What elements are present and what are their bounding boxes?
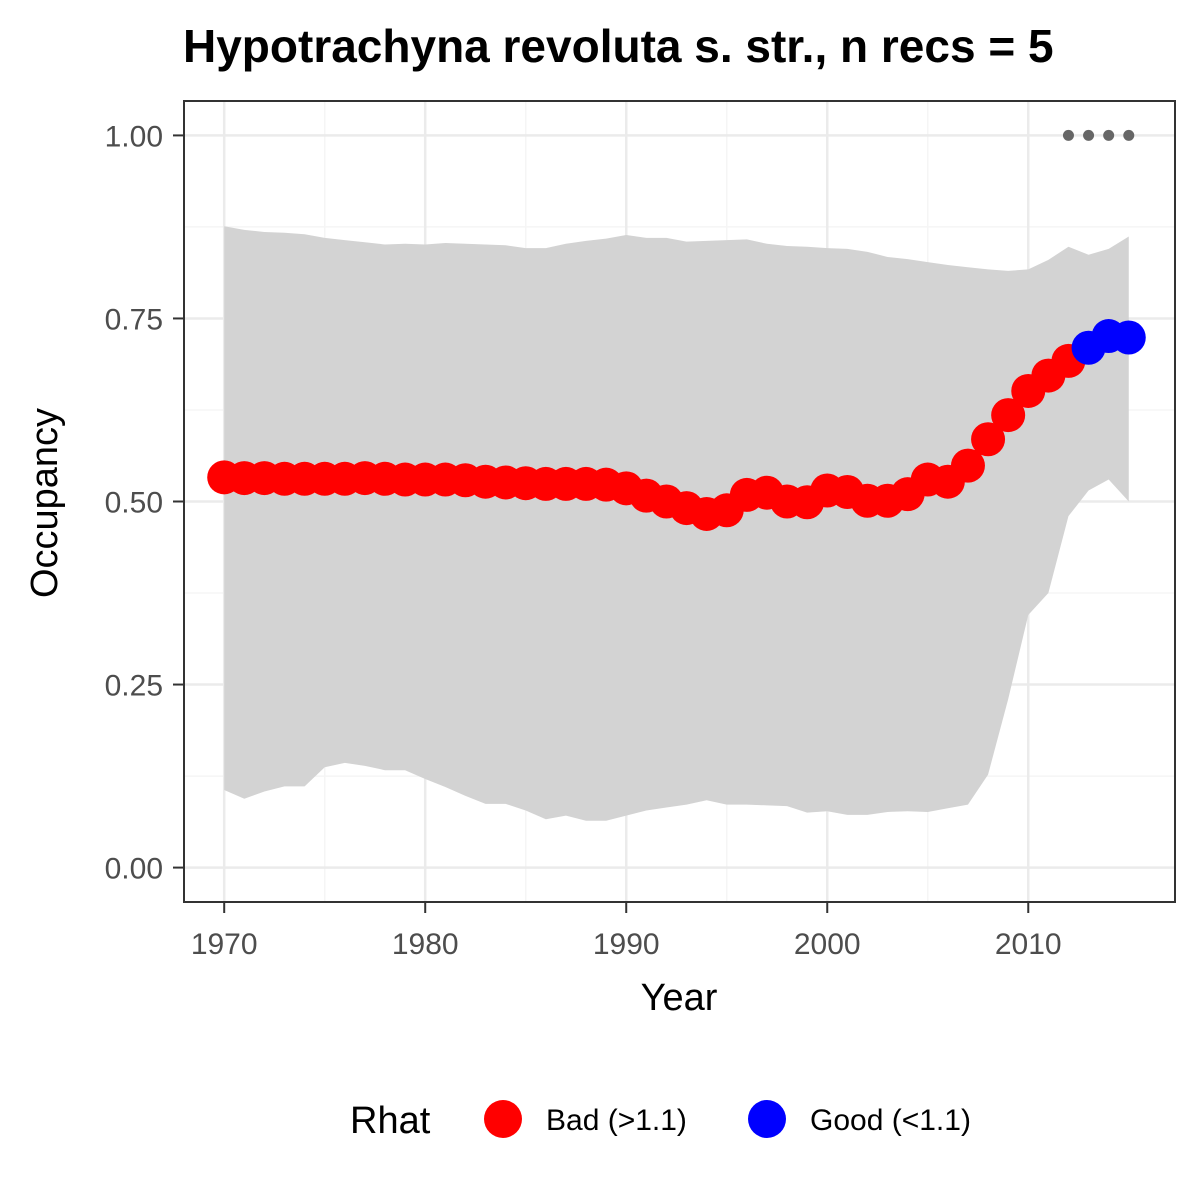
detection-points [1062, 129, 1135, 141]
legend-key-good [748, 1100, 786, 1138]
occupancy-points [207, 319, 1146, 531]
legend: Rhat Bad (>1.1) Good (<1.1) [350, 1100, 971, 1142]
occupancy-point-good [1111, 320, 1146, 355]
chart-title: Hypotrachyna revoluta s. str., n recs = … [183, 20, 1054, 72]
credible-interval-ribbon [224, 226, 1129, 821]
legend-key-bad [484, 1100, 522, 1138]
y-axis-title: Occupancy [24, 408, 66, 598]
y-tick-label: 0.25 [105, 670, 163, 703]
y-tick-label: 1.00 [105, 120, 163, 153]
y-tick-label: 0.75 [105, 303, 163, 336]
x-tick-label: 2000 [794, 928, 861, 961]
detection-point [1103, 129, 1115, 141]
x-axis: 1970 1980 1990 2000 2010 [191, 902, 1062, 961]
credible-interval-layer [224, 226, 1129, 821]
plot-panel [183, 100, 1176, 903]
x-tick-label: 1980 [392, 928, 459, 961]
detection-point [1083, 129, 1095, 141]
legend-label-good: Good (<1.1) [810, 1104, 971, 1137]
occupancy-point-bad [991, 398, 1026, 433]
occupancy-point-bad [971, 422, 1006, 457]
y-axis: 0.00 0.25 0.50 0.75 1.00 [105, 120, 184, 886]
detection-point [1123, 129, 1135, 141]
occupancy-point-bad [950, 448, 985, 483]
x-tick-label: 1990 [593, 928, 660, 961]
detection-point [1062, 129, 1074, 141]
legend-title: Rhat [350, 1100, 431, 1142]
x-tick-label: 1970 [191, 928, 258, 961]
y-tick-label: 0.00 [105, 853, 163, 886]
x-axis-title: Year [641, 977, 718, 1019]
y-tick-label: 0.50 [105, 487, 163, 520]
legend-label-bad: Bad (>1.1) [546, 1104, 687, 1137]
x-tick-label: 2010 [995, 928, 1062, 961]
